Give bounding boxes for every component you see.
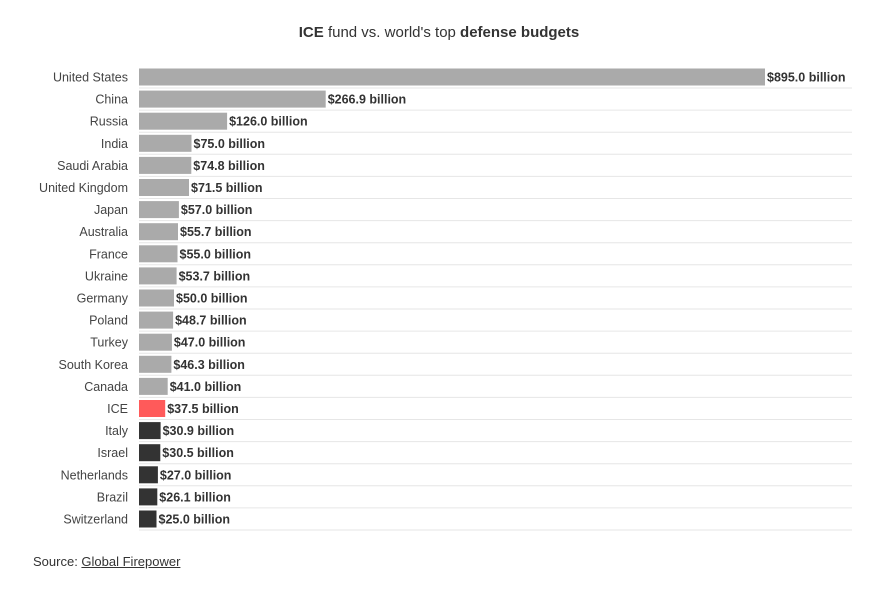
category-label-ukraine: Ukraine [85, 269, 128, 283]
bar-united-states [139, 68, 765, 86]
bar-italy [139, 422, 161, 440]
value-label-israel: $30.5 billion [162, 446, 234, 460]
category-labels: United States China Russia India Saudi Arabi… [39, 71, 129, 527]
bar-united-kingdom [139, 179, 189, 196]
bar-ukraine [139, 267, 177, 285]
bar-australia [139, 223, 178, 241]
category-label-canada: Canada [84, 380, 128, 394]
bar-china [139, 90, 326, 108]
source-link[interactable]: Global Firepower [81, 554, 181, 569]
bar-switzerland [139, 510, 157, 528]
category-label-russia: Russia [90, 115, 128, 129]
value-label-ice: $37.5 billion [167, 402, 239, 416]
value-label-switzerland: $25.0 billion [159, 513, 231, 527]
category-label-ice: ICE [107, 402, 128, 416]
value-label-japan: $57.0 billion [181, 203, 253, 217]
bar-india [139, 134, 192, 152]
category-label-south-korea: South Korea [59, 358, 129, 372]
category-label-united-kingdom: United Kingdom [39, 181, 128, 195]
category-label-netherlands: Netherlands [61, 468, 128, 482]
value-label-australia: $55.7 billion [180, 225, 252, 239]
source-note: Source: Global Firepower [33, 554, 180, 569]
category-label-germany: Germany [77, 292, 129, 306]
title-defense-budgets: defense budgets [460, 24, 580, 41]
category-label-israel: Israel [97, 446, 128, 460]
value-label-brazil: $26.1 billion [159, 490, 231, 504]
category-label-australia: Australia [79, 225, 128, 239]
bar-germany [139, 289, 174, 307]
gridlines [139, 87, 852, 531]
bar-saudi-arabia [139, 156, 192, 174]
bar-france [139, 245, 178, 263]
bar-brazil [139, 488, 158, 506]
bar-japan [139, 201, 179, 219]
bar-south-korea [139, 355, 172, 373]
category-label-saudi-arabia: Saudi Arabia [57, 159, 128, 173]
source-label: Source: [33, 554, 82, 569]
value-label-saudi-arabia: $74.8 billion [193, 159, 265, 173]
value-label-poland: $48.7 billion [175, 314, 247, 328]
value-label-france: $55.0 billion [180, 247, 252, 261]
value-label-netherlands: $27.0 billion [160, 468, 232, 482]
value-label-united-states: $895.0 billion [767, 71, 846, 85]
title-middle: fund vs. world's top [323, 24, 461, 41]
category-label-italy: Italy [105, 424, 129, 438]
bar-poland [139, 311, 174, 329]
value-label-germany: $50.0 billion [176, 292, 248, 306]
category-label-brazil: Brazil [97, 490, 128, 504]
value-label-china: $266.9 billion [328, 93, 407, 107]
value-label-south-korea: $46.3 billion [173, 358, 245, 372]
chart-title: ICE fund vs. world's top defense budgets [0, 24, 878, 41]
category-label-turkey: Turkey [90, 336, 128, 350]
value-label-italy: $30.9 billion [163, 424, 235, 438]
category-label-japan: Japan [94, 203, 128, 217]
category-label-poland: Poland [89, 314, 128, 328]
bars [139, 68, 765, 528]
category-label-switzerland: Switzerland [63, 513, 128, 527]
value-label-ukraine: $53.7 billion [179, 269, 251, 283]
bar-turkey [139, 333, 172, 351]
title-ice: ICE [298, 24, 324, 41]
category-label-france: France [89, 247, 128, 261]
value-label-turkey: $47.0 billion [174, 336, 246, 350]
value-label-united-kingdom: $71.5 billion [191, 181, 263, 195]
category-label-china: China [95, 93, 128, 107]
value-label-russia: $126.0 billion [229, 115, 308, 129]
bar-canada [139, 377, 168, 395]
category-label-united-states: United States [53, 71, 128, 85]
bar-netherlands [139, 466, 158, 484]
category-label-india: India [101, 137, 128, 151]
value-label-canada: $41.0 billion [170, 380, 242, 394]
value-labels: $895.0 billion $266.9 billion $126.0 billi… [159, 71, 846, 527]
bar-israel [139, 444, 161, 462]
bar-ice [139, 400, 166, 417]
bar-russia [139, 112, 228, 130]
value-label-india: $75.0 billion [194, 137, 266, 151]
